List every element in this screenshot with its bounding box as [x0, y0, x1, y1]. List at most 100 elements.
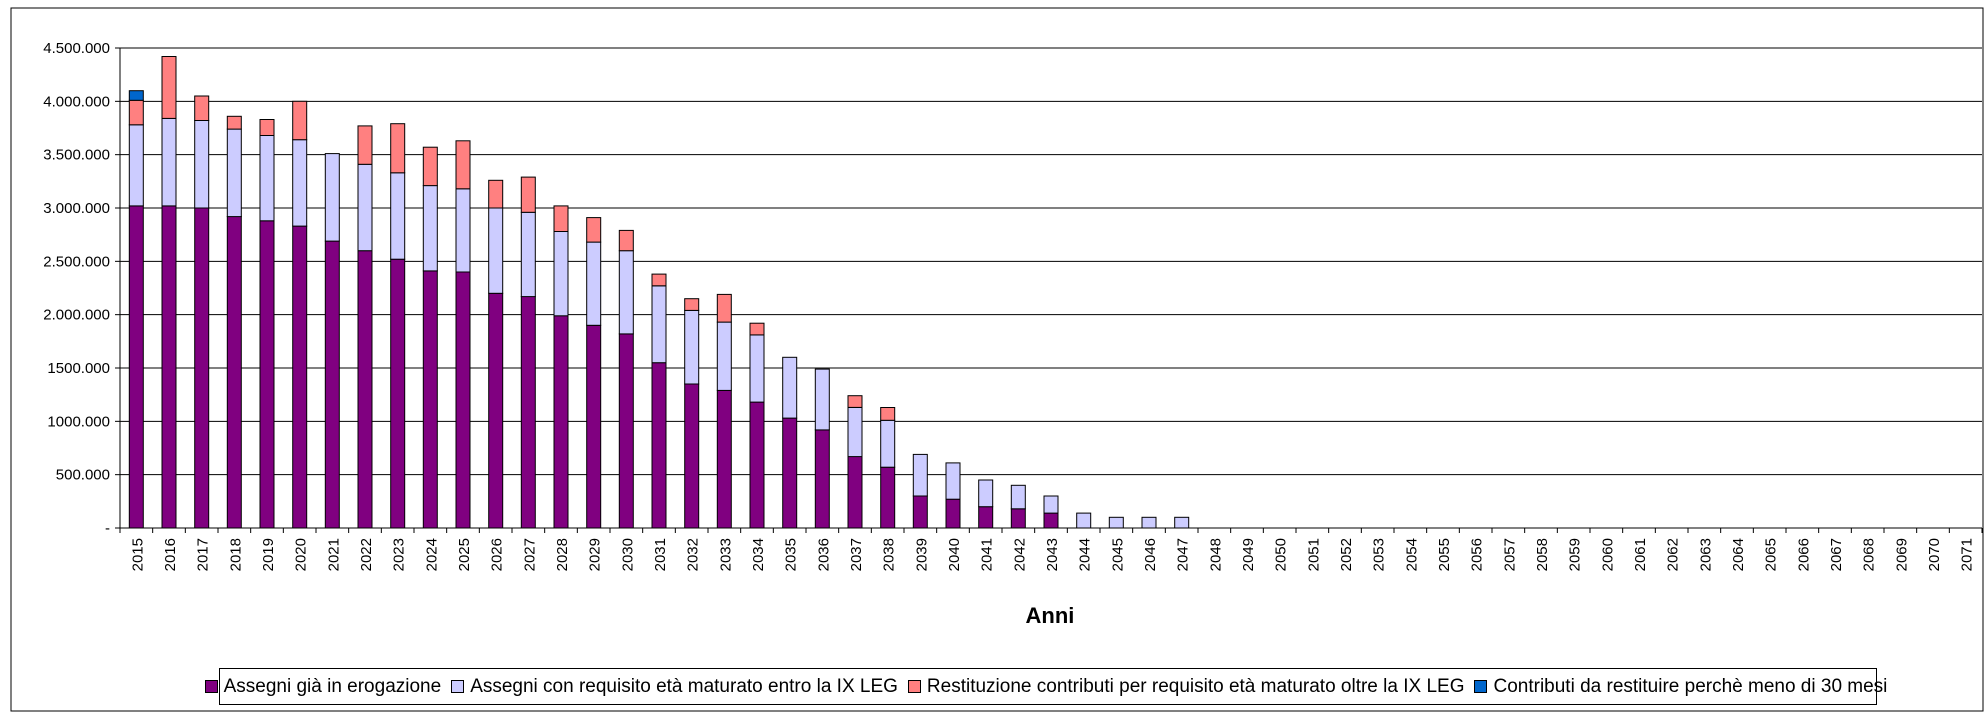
x-tick-label: 2048 — [1207, 538, 1224, 571]
bar-segment-2038-series-1 — [880, 466, 896, 529]
x-tick-label: 2028 — [554, 538, 571, 571]
y-tick-label: 3.000.000 — [43, 200, 110, 217]
bar-segment-2032-series-2 — [684, 309, 700, 385]
legend-item: Assegni già in erogazione — [204, 675, 442, 698]
bar-segment-2026-series-3 — [488, 179, 504, 209]
x-tick-label: 2053 — [1371, 538, 1388, 571]
bar-segment-2043-series-1 — [1043, 512, 1059, 529]
x-tick-label: 2062 — [1665, 538, 1682, 571]
x-tick-label: 2036 — [815, 538, 832, 571]
x-tick-label: 2016 — [162, 538, 179, 571]
chart-legend: Assegni già in erogazione Assegni con req… — [204, 668, 1887, 705]
bar-segment-2024-series-3 — [422, 146, 438, 187]
bar-segment-2034-series-3 — [749, 322, 765, 336]
x-tick-label: 2034 — [750, 538, 767, 571]
x-tick-label: 2040 — [946, 538, 963, 571]
y-tick-label: 2.500.000 — [43, 253, 110, 270]
x-tick-label: 2019 — [260, 538, 277, 571]
y-tick-label: 2.000.000 — [43, 307, 110, 324]
y-tick-label: - — [105, 520, 110, 537]
bar-segment-2017-series-3 — [194, 95, 210, 121]
x-tick-label: 2061 — [1632, 538, 1649, 571]
bar-segment-2032-series-1 — [684, 383, 700, 529]
legend-item: Restituzione contributi per requisito et… — [907, 675, 1465, 698]
x-tick-label: 2067 — [1828, 538, 1845, 571]
x-tick-label: 2044 — [1077, 538, 1094, 571]
x-tick-label: 2060 — [1599, 538, 1616, 571]
bar-segment-2038-series-3 — [880, 407, 896, 421]
bar-segment-2025-series-3 — [455, 140, 471, 190]
bar-segment-2016-series-3 — [161, 56, 177, 119]
y-tick-label: 1000.000 — [47, 413, 110, 430]
bar-segment-2023-series-1 — [390, 258, 406, 529]
axes — [119, 48, 1983, 533]
x-tick-label: 2037 — [848, 538, 865, 571]
bar-segment-2046-series-2 — [1141, 516, 1157, 529]
bar-segment-2033-series-2 — [716, 321, 732, 391]
bar-segment-2027-series-2 — [520, 211, 536, 298]
x-tick-label: 2041 — [979, 538, 996, 571]
bar-segment-2033-series-3 — [716, 293, 732, 323]
bar-segment-2025-series-1 — [455, 271, 471, 529]
bar-segment-2029-series-3 — [586, 217, 602, 243]
y-tick-label: 4.000.000 — [43, 93, 110, 110]
bar-segment-2026-series-2 — [488, 207, 504, 294]
x-tick-label: 2025 — [456, 538, 473, 571]
x-tick-label: 2023 — [391, 538, 408, 571]
x-tick-label: 2024 — [423, 538, 440, 571]
bar-segment-2019-series-2 — [259, 135, 275, 222]
bar-segment-2031-series-2 — [651, 285, 667, 364]
bar-segment-2039-series-1 — [912, 495, 928, 529]
x-tick-label: 2042 — [1011, 538, 1028, 571]
x-tick-label: 2035 — [783, 538, 800, 571]
bar-segment-2043-series-2 — [1043, 495, 1059, 514]
bar-segment-2027-series-1 — [520, 296, 536, 529]
bar-segment-2028-series-1 — [553, 315, 569, 529]
bar-segment-2030-series-2 — [618, 250, 634, 335]
bar-segment-2028-series-2 — [553, 231, 569, 317]
bar-segment-2038-series-2 — [880, 419, 896, 468]
bar-segment-2029-series-1 — [586, 324, 602, 529]
x-tick-label: 2057 — [1501, 538, 1518, 571]
x-tick-label: 2049 — [1240, 538, 1257, 571]
x-tick-label: 2026 — [489, 538, 506, 571]
x-tick-label: 2015 — [129, 538, 146, 571]
x-tick-label: 2071 — [1959, 538, 1976, 571]
legend-label: Assegni già in erogazione — [223, 675, 442, 697]
bar-segment-2020-series-2 — [292, 139, 308, 227]
legend-label: Restituzione contributi per requisito et… — [926, 675, 1465, 697]
legend-item: Assegni con requisito età maturato entro… — [451, 676, 898, 698]
x-tick-label: 2054 — [1403, 538, 1420, 571]
bar-segment-2015-series-1 — [128, 205, 144, 529]
bar-segment-2032-series-3 — [684, 298, 700, 311]
bar-segment-2024-series-1 — [422, 270, 438, 529]
bar-segment-2047-series-2 — [1174, 516, 1190, 529]
bar-segment-2030-series-3 — [618, 229, 634, 252]
x-tick-label: 2059 — [1567, 538, 1584, 571]
y-tick-label: 500.000 — [56, 467, 110, 484]
x-tick-label: 2066 — [1795, 538, 1812, 571]
x-tick-label: 2039 — [913, 538, 930, 571]
bar-segment-2041-series-1 — [978, 506, 994, 529]
legend-swatch — [907, 680, 921, 693]
bar-segment-2021-series-1 — [324, 240, 340, 529]
x-tick-label: 2056 — [1469, 538, 1486, 571]
bar-segment-2024-series-2 — [422, 185, 438, 272]
x-tick-label: 2017 — [195, 538, 212, 571]
bar-segment-2023-series-3 — [390, 123, 406, 174]
x-tick-label: 2043 — [1044, 538, 1061, 571]
bar-segment-2042-series-2 — [1010, 484, 1026, 510]
x-tick-label: 2022 — [358, 538, 375, 571]
bar-segment-2037-series-2 — [847, 407, 863, 458]
bar-segment-2022-series-1 — [357, 250, 373, 529]
legend-label: Assegni con requisito età maturato entro… — [470, 675, 898, 697]
bar-segment-2040-series-1 — [945, 498, 961, 529]
y-tick-label: 4.500.000 — [43, 40, 110, 57]
x-tick-label: 2033 — [717, 538, 734, 571]
bar-segment-2017-series-2 — [194, 120, 210, 209]
bar-segment-2022-series-3 — [357, 125, 373, 165]
bar-segment-2015-series-3 — [128, 99, 144, 126]
bar-segment-2017-series-1 — [194, 207, 210, 529]
bar-segment-2015-series-4 — [128, 90, 144, 101]
bar-segment-2036-series-1 — [814, 429, 830, 529]
